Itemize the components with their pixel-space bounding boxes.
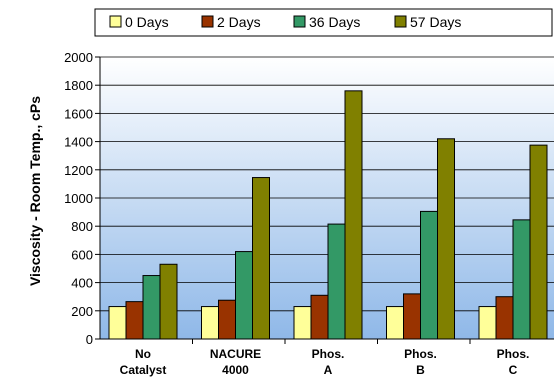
- legend: 0 Days 2 Days 36 Days 57 Days: [94, 8, 553, 37]
- legend-label: 57 Days: [410, 14, 461, 30]
- x-category-label: C: [509, 363, 518, 377]
- y-tick-label: 1400: [64, 135, 93, 150]
- bar: [125, 301, 144, 340]
- bar: [386, 306, 404, 340]
- bar: [344, 90, 363, 340]
- y-tick-label: 200: [71, 304, 93, 319]
- bar: [437, 138, 455, 340]
- bar: [218, 299, 236, 340]
- legend-swatch: [201, 15, 214, 28]
- bar: [403, 293, 421, 340]
- bar: [235, 251, 253, 340]
- bar: [478, 306, 497, 340]
- x-category-label: 4000: [222, 363, 249, 377]
- x-category-label: Phos.: [312, 347, 345, 361]
- bar: [310, 294, 329, 340]
- bar: [495, 296, 514, 340]
- bar: [512, 219, 531, 340]
- legend-label: 0 Days: [125, 14, 169, 30]
- bar: [142, 275, 161, 340]
- y-axis-ticks: 0 200 400 600 800 1000 1200 1400 1600 1800 2000: [64, 50, 100, 347]
- legend-swatch: [109, 15, 122, 28]
- bar: [420, 210, 438, 340]
- y-tick-label: 2000: [64, 50, 93, 65]
- y-tick-label: 1200: [64, 163, 93, 178]
- x-category-label: No: [135, 347, 151, 361]
- y-tick-label: 400: [71, 276, 93, 291]
- x-category-label: Phos.: [404, 347, 437, 361]
- bar: [108, 306, 127, 340]
- bar: [293, 306, 312, 340]
- legend-swatch: [394, 15, 407, 28]
- bars: [108, 90, 548, 340]
- legend-label: 2 Days: [217, 14, 261, 30]
- y-tick-label: 0: [86, 332, 93, 347]
- bar: [529, 144, 548, 340]
- x-category-label: Phos.: [497, 347, 530, 361]
- y-tick-label: 1000: [64, 191, 93, 206]
- legend-box: [94, 8, 553, 37]
- legend-swatch: [293, 15, 306, 28]
- y-tick-label: 1600: [64, 106, 93, 121]
- x-category-label: B: [416, 363, 425, 377]
- y-axis-label: Viscosity - Room Temp., cPs: [27, 96, 43, 286]
- x-axis-categories: No Catalyst NACURE 4000 Phos. A Phos. B Phos. C: [120, 339, 530, 377]
- y-tick-label: 600: [71, 247, 93, 262]
- legend-label: 36 Days: [309, 14, 360, 30]
- bar: [201, 306, 219, 340]
- y-tick-label: 1800: [64, 78, 93, 93]
- x-category-label: NACURE: [210, 347, 261, 361]
- y-tick-label: 800: [71, 219, 93, 234]
- x-category-label: Catalyst: [120, 363, 167, 377]
- gridlines: [100, 56, 554, 312]
- x-category-label: A: [324, 363, 333, 377]
- bar: [252, 177, 270, 340]
- bar: [159, 263, 178, 340]
- bar: [327, 223, 346, 340]
